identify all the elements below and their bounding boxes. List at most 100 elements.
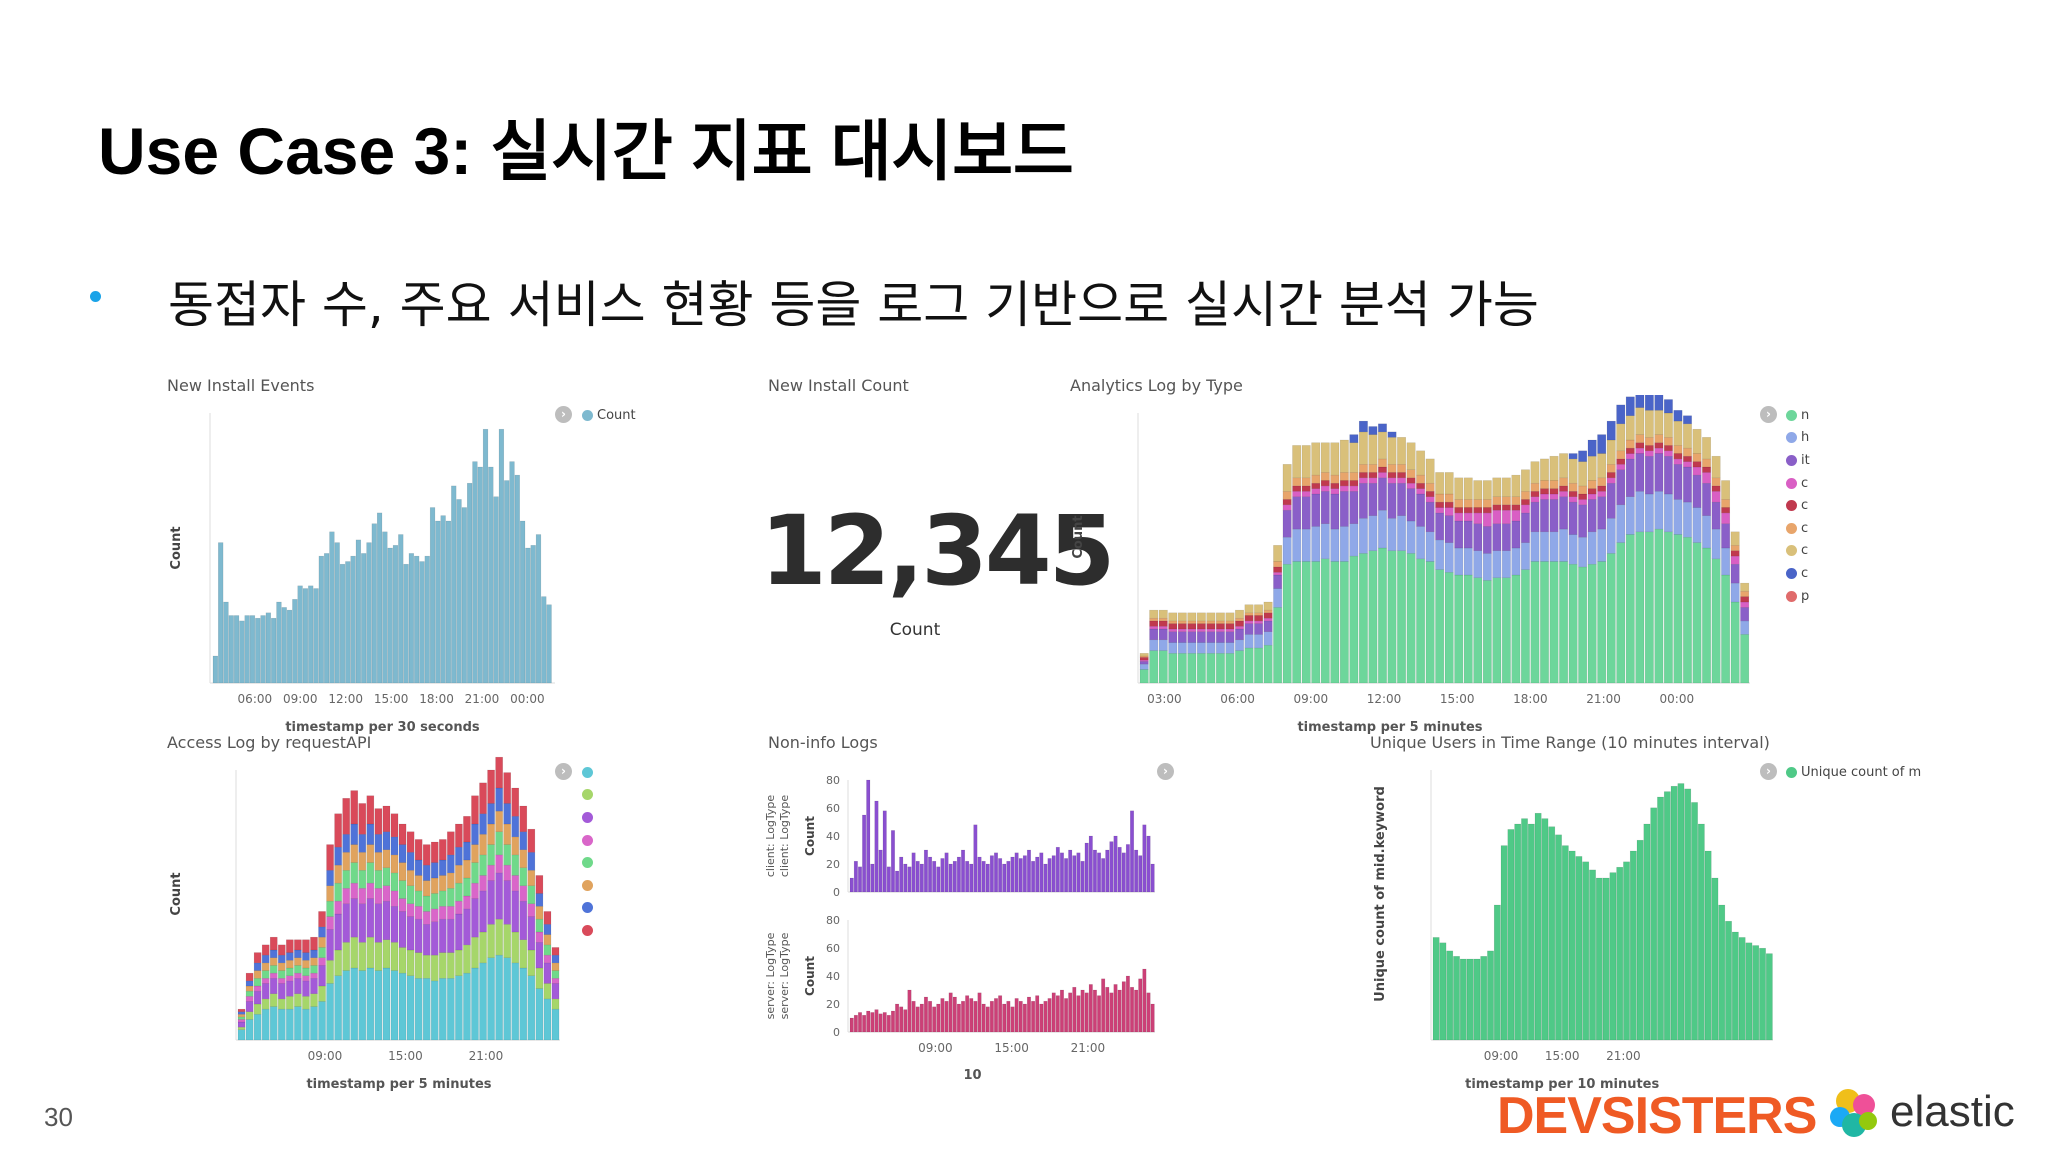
bar	[479, 875, 487, 892]
bar	[1453, 956, 1460, 1041]
bar	[1146, 992, 1151, 1033]
legend-toggle-icon[interactable]: ›	[1157, 763, 1174, 780]
bar	[1047, 858, 1052, 893]
bar	[1635, 395, 1645, 408]
legend-toggle-icon[interactable]: ›	[1760, 763, 1777, 780]
bar	[1187, 620, 1197, 624]
bar	[1473, 958, 1481, 1041]
legend-item[interactable]	[582, 784, 597, 807]
legend-item[interactable]: n	[1786, 404, 1810, 427]
legend-toggle-icon[interactable]: ›	[555, 406, 572, 423]
bar	[1702, 466, 1711, 473]
legend-item[interactable]	[582, 851, 597, 874]
legend-item[interactable]: Count	[582, 404, 636, 427]
bar	[1492, 523, 1502, 551]
bar	[1683, 466, 1692, 503]
bar	[487, 864, 495, 881]
bar	[543, 998, 552, 1041]
bar	[1168, 631, 1178, 643]
bar	[1711, 477, 1721, 487]
bar	[439, 952, 447, 979]
bar	[1625, 439, 1635, 449]
bar	[1597, 528, 1607, 562]
bar	[1606, 553, 1616, 684]
legend-item[interactable]: it	[1786, 449, 1810, 472]
bar	[1416, 558, 1426, 684]
bar	[1663, 437, 1673, 446]
bar	[1568, 563, 1578, 684]
legend-item[interactable]: c	[1786, 517, 1810, 540]
legend-label: c	[1801, 543, 1809, 559]
bar	[919, 863, 924, 893]
legend-label: Count	[597, 407, 636, 423]
bar	[374, 870, 383, 889]
bar	[1677, 783, 1685, 1041]
bar	[302, 1008, 310, 1041]
legend-item[interactable]	[582, 919, 597, 942]
bar	[302, 975, 310, 982]
bar	[1721, 547, 1731, 576]
legend-item[interactable]	[582, 829, 597, 852]
bar	[398, 972, 407, 1041]
bar	[535, 893, 544, 907]
bar	[455, 846, 463, 866]
bar	[471, 844, 479, 863]
bar	[1454, 547, 1464, 576]
bar	[1578, 566, 1588, 684]
bar	[857, 866, 862, 893]
bar	[1740, 607, 1750, 622]
bar	[278, 1008, 286, 1041]
bar	[1022, 855, 1027, 893]
bar	[994, 852, 999, 893]
legend-item[interactable]: c	[1786, 540, 1810, 563]
bar	[1292, 477, 1302, 487]
bar	[1425, 491, 1435, 497]
legend-item[interactable]: p	[1786, 585, 1810, 608]
bar	[936, 866, 941, 893]
bar	[1702, 547, 1711, 684]
bar	[907, 989, 912, 1033]
bar	[1692, 507, 1702, 543]
bar	[944, 852, 949, 893]
legend-item[interactable]: Unique count of m	[1786, 761, 1921, 784]
legend-item[interactable]: c	[1786, 472, 1810, 495]
bar	[371, 523, 377, 684]
bar	[1740, 620, 1750, 635]
bar	[965, 995, 970, 1033]
bar	[1635, 453, 1645, 492]
legend-item[interactable]	[582, 806, 597, 829]
bar	[1406, 442, 1416, 470]
bar	[882, 810, 887, 893]
bar	[932, 1006, 937, 1033]
bar	[543, 962, 552, 984]
bar	[479, 890, 487, 933]
bar	[952, 996, 957, 1033]
bar	[358, 870, 367, 889]
bar	[253, 970, 262, 979]
bar	[278, 978, 286, 984]
bar	[1026, 849, 1031, 893]
bar	[1559, 496, 1569, 530]
bar	[1206, 642, 1216, 654]
bar	[525, 547, 531, 684]
legend-item[interactable]: c	[1786, 494, 1810, 517]
legend-item[interactable]	[582, 897, 597, 920]
legend-item[interactable]	[582, 761, 597, 784]
bar	[495, 756, 503, 789]
legend-toggle-icon[interactable]: ›	[1760, 406, 1777, 423]
legend-item[interactable]	[582, 874, 597, 897]
bar	[511, 836, 520, 856]
bar	[1654, 434, 1664, 443]
bar	[1349, 523, 1359, 557]
bar	[907, 866, 912, 893]
bar	[1530, 491, 1540, 497]
bar	[1387, 472, 1397, 479]
bar	[463, 944, 471, 974]
bar	[1358, 420, 1368, 433]
bar	[422, 911, 431, 925]
bar	[1623, 861, 1630, 1041]
legend-item[interactable]: h	[1786, 427, 1810, 450]
legend-item[interactable]: c	[1786, 562, 1810, 585]
legend-toggle-icon[interactable]: ›	[555, 763, 572, 780]
bar	[269, 993, 278, 1007]
